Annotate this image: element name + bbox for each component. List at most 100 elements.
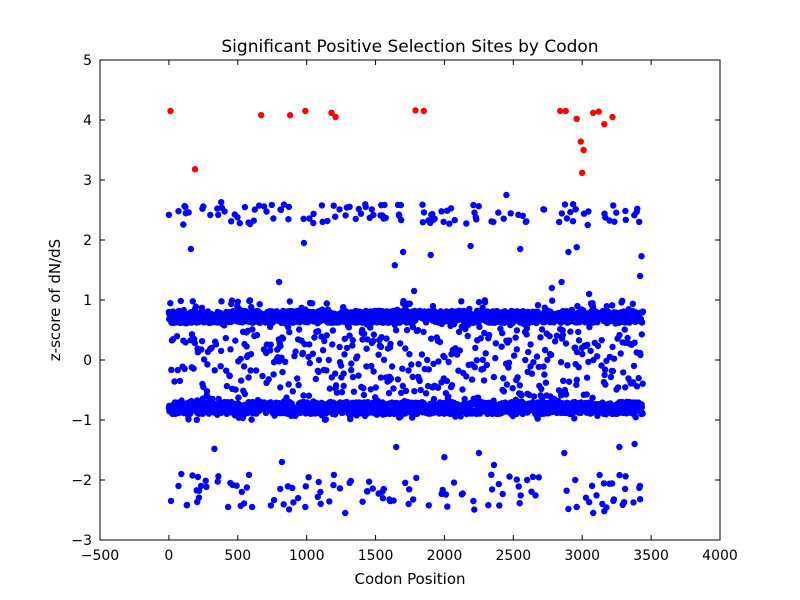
non-significant-point xyxy=(410,496,417,503)
non-significant-point xyxy=(631,440,638,448)
non-significant-point xyxy=(294,494,302,502)
y-tick-label: −1 xyxy=(71,413,92,429)
non-significant-point xyxy=(178,470,185,478)
non-significant-point xyxy=(512,334,519,341)
non-significant-point xyxy=(343,344,351,352)
non-significant-point xyxy=(403,326,411,334)
non-significant-point xyxy=(565,248,572,256)
non-significant-point xyxy=(631,339,638,346)
non-significant-point xyxy=(532,492,539,499)
non-significant-point xyxy=(382,214,389,222)
x-tick-label: 1000 xyxy=(289,548,325,564)
non-significant-point xyxy=(290,499,297,506)
non-significant-point xyxy=(488,471,495,478)
non-significant-point xyxy=(228,218,235,225)
significant-point xyxy=(601,121,608,128)
non-significant-point xyxy=(323,367,330,374)
non-significant-point xyxy=(238,488,245,496)
non-significant-point xyxy=(610,202,617,209)
non-significant-point xyxy=(622,384,629,391)
non-significant-point xyxy=(233,482,240,489)
non-significant-point xyxy=(300,239,308,247)
non-significant-point xyxy=(425,366,432,373)
non-significant-point xyxy=(256,202,263,209)
non-significant-point xyxy=(455,367,462,374)
non-significant-point xyxy=(483,361,491,369)
non-significant-point xyxy=(392,327,400,334)
non-significant-point xyxy=(319,347,327,354)
non-significant-point xyxy=(280,501,287,508)
non-significant-point xyxy=(476,323,483,331)
non-significant-point xyxy=(251,206,258,213)
non-significant-point xyxy=(323,332,330,339)
significant-point xyxy=(332,113,339,121)
non-significant-point xyxy=(247,367,254,374)
x-tick-label: 4000 xyxy=(702,548,738,564)
non-significant-point xyxy=(296,326,303,333)
non-significant-point xyxy=(315,356,323,364)
non-significant-point xyxy=(363,363,370,370)
non-significant-point xyxy=(270,371,277,378)
non-significant-point xyxy=(519,212,526,219)
non-significant-point xyxy=(558,210,565,217)
non-significant-point xyxy=(441,353,448,361)
non-significant-point xyxy=(315,478,322,486)
non-significant-point xyxy=(237,355,244,363)
non-significant-point xyxy=(588,482,596,489)
non-significant-point xyxy=(445,358,452,366)
non-significant-point xyxy=(419,219,427,226)
non-significant-point xyxy=(593,492,600,499)
non-significant-point xyxy=(305,392,313,399)
x-tick-label: 1500 xyxy=(358,548,394,564)
non-significant-point xyxy=(622,216,629,223)
non-significant-point xyxy=(312,375,319,383)
significant-point xyxy=(579,169,586,176)
non-significant-point xyxy=(198,346,205,353)
non-significant-point xyxy=(286,298,293,305)
non-significant-point xyxy=(561,449,568,457)
non-significant-point xyxy=(574,302,581,310)
non-significant-point xyxy=(330,481,337,489)
non-significant-point xyxy=(630,362,638,370)
non-significant-point xyxy=(193,416,200,423)
non-significant-point xyxy=(535,363,542,371)
non-significant-point xyxy=(639,410,646,417)
non-significant-point xyxy=(277,342,284,350)
non-significant-point xyxy=(609,367,617,375)
non-significant-point xyxy=(322,416,329,423)
non-significant-point xyxy=(598,337,605,344)
non-significant-point xyxy=(238,377,245,384)
non-significant-point xyxy=(215,211,222,219)
non-significant-point xyxy=(192,303,199,310)
non-significant-point xyxy=(567,328,574,335)
non-significant-point xyxy=(417,386,424,394)
non-significant-point xyxy=(636,482,644,490)
non-significant-point xyxy=(364,488,371,495)
non-significant-point xyxy=(617,350,624,357)
non-significant-point xyxy=(398,216,405,224)
non-significant-point xyxy=(310,219,317,227)
non-significant-point xyxy=(167,497,175,505)
non-significant-point xyxy=(165,404,173,412)
non-significant-point xyxy=(603,303,610,310)
non-significant-point xyxy=(415,360,422,368)
non-significant-point xyxy=(280,201,288,208)
non-significant-point xyxy=(260,203,268,210)
non-significant-point xyxy=(173,333,181,340)
non-significant-point xyxy=(388,363,396,370)
non-significant-point xyxy=(479,356,486,363)
non-significant-point xyxy=(185,416,192,423)
non-significant-point xyxy=(513,346,520,353)
non-significant-point xyxy=(268,201,275,209)
non-significant-point xyxy=(636,272,644,280)
non-significant-point xyxy=(223,367,230,374)
non-significant-point xyxy=(517,245,524,253)
non-significant-point xyxy=(306,215,313,222)
non-significant-point xyxy=(622,207,629,215)
significant-point xyxy=(577,138,584,145)
non-significant-point xyxy=(409,373,416,381)
non-significant-point xyxy=(215,473,222,480)
non-significant-point xyxy=(181,365,188,372)
non-significant-point xyxy=(609,302,616,309)
non-significant-point xyxy=(346,203,353,210)
